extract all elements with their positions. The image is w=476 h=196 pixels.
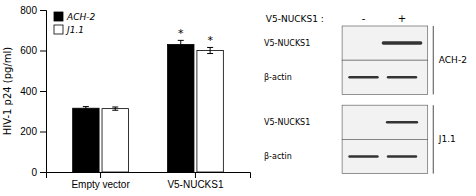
x-tick-label: Empty vector	[71, 179, 130, 190]
y-tick-label: 600	[20, 45, 37, 56]
blot-row-label: β-actin	[264, 152, 292, 161]
y-axis-title: HIV-1 p24 (pg/ml)	[2, 47, 13, 136]
blot-box	[342, 26, 428, 60]
blot-row-label: V5-NUCKS1	[264, 39, 310, 48]
lane-label: -	[362, 13, 366, 24]
chart: 0 200 400 600 800 Empty vector V5-NUCKS1 HIV-1 …	[0, 0, 476, 196]
y-tick-line	[40, 51, 46, 52]
y-tick-line	[40, 91, 46, 92]
y-tick: 400	[20, 86, 46, 97]
y-tick-label: 800	[20, 5, 37, 16]
blot-band	[388, 155, 416, 158]
bars	[73, 40, 224, 172]
significance-mark: *	[207, 34, 213, 47]
blot-box	[342, 105, 428, 139]
y-tick: 600	[20, 45, 46, 56]
legend-item: ACH-2	[54, 12, 95, 22]
blot-band	[350, 76, 378, 79]
y-tick-line	[40, 132, 46, 133]
bar	[197, 51, 223, 173]
legend-swatch	[54, 25, 63, 34]
y-tick-label: 0	[31, 167, 37, 178]
legend: ACH-2 J1.1	[54, 12, 95, 35]
y-tick-line	[40, 10, 46, 11]
x-axis: Empty vector V5-NUCKS1	[47, 172, 251, 190]
legend-item: J1.1	[54, 25, 84, 35]
error-cap	[83, 109, 89, 110]
blot-row-label: V5-NUCKS1	[264, 118, 310, 127]
blot-band	[383, 41, 420, 45]
legend-label: J1.1	[65, 25, 84, 35]
significance-mark: *	[178, 27, 184, 40]
x-tick-label: V5-NUCKS1	[167, 179, 224, 190]
error-cap	[178, 48, 184, 49]
blot-header: V5-NUCKS1 :	[266, 14, 324, 24]
blot-bracket	[433, 105, 434, 173]
x-tick: Empty vector	[71, 172, 130, 190]
legend-swatch	[54, 12, 63, 21]
blot-bracket	[433, 26, 434, 94]
bar	[168, 44, 194, 172]
error-bar	[210, 47, 211, 53]
blot-cell-label: ACH-2	[439, 55, 467, 65]
bar	[73, 108, 99, 172]
blot-box	[342, 60, 428, 94]
error-cap	[83, 106, 89, 107]
blot-band	[387, 121, 417, 124]
y-axis: 0 200 400 600 800	[20, 5, 46, 178]
legend-label: ACH-2	[66, 12, 95, 22]
blot-panel: V5-NUCKS1 : - + V5-NUCKS1 β-actin ACH-2 V5-NUC…	[264, 13, 467, 173]
y-tick-label: 200	[20, 126, 37, 137]
x-tick-line	[195, 172, 196, 178]
y-axis-line	[40, 11, 47, 173]
error-cap	[207, 53, 213, 54]
x-tick: V5-NUCKS1	[167, 172, 224, 190]
error-cap	[112, 110, 118, 111]
y-tick: 800	[20, 5, 46, 16]
y-tick: 200	[20, 126, 46, 137]
error-cap	[112, 106, 118, 107]
y-tick-label: 400	[20, 86, 37, 97]
bar	[102, 109, 128, 172]
blot-band	[350, 155, 378, 158]
x-tick-line	[100, 172, 101, 178]
y-tick-line	[40, 172, 46, 173]
y-tick: 0	[31, 167, 46, 178]
blot-band	[388, 76, 416, 79]
blot-cell-label: J1.1	[438, 134, 456, 144]
x-axis-line	[47, 173, 251, 179]
lane-label: +	[398, 13, 406, 24]
blot-row-label: β-actin	[264, 73, 292, 82]
error-bar	[180, 40, 181, 48]
blot-box	[342, 139, 428, 173]
